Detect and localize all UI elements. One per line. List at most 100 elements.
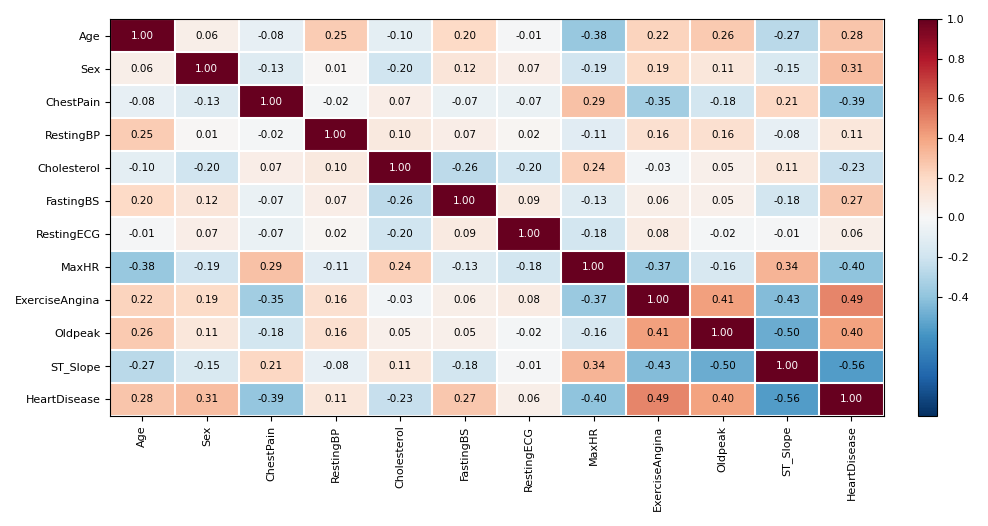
Text: 0.31: 0.31: [840, 64, 864, 74]
Text: 0.05: 0.05: [388, 328, 412, 338]
Text: 0.49: 0.49: [840, 295, 864, 305]
Text: -0.56: -0.56: [838, 361, 864, 371]
Text: 0.12: 0.12: [453, 64, 476, 74]
Text: 0.09: 0.09: [518, 196, 540, 206]
Text: -0.07: -0.07: [516, 97, 542, 107]
Text: -0.13: -0.13: [194, 97, 220, 107]
Text: -0.02: -0.02: [516, 328, 542, 338]
Text: 1.00: 1.00: [711, 328, 734, 338]
Text: -0.43: -0.43: [644, 361, 672, 371]
Text: 0.11: 0.11: [388, 361, 412, 371]
Text: 0.01: 0.01: [324, 64, 347, 74]
Text: -0.03: -0.03: [387, 295, 414, 305]
Text: -0.18: -0.18: [580, 229, 607, 239]
Text: -0.10: -0.10: [129, 163, 156, 173]
Text: 0.24: 0.24: [388, 262, 412, 272]
Text: -0.18: -0.18: [258, 328, 285, 338]
Text: -0.10: -0.10: [387, 31, 414, 41]
Text: 0.05: 0.05: [711, 163, 734, 173]
Text: 0.29: 0.29: [582, 97, 606, 107]
Text: -0.20: -0.20: [387, 64, 414, 74]
Text: -0.02: -0.02: [322, 97, 349, 107]
Text: -0.08: -0.08: [129, 97, 156, 107]
Text: 1.00: 1.00: [388, 163, 412, 173]
Text: 0.28: 0.28: [130, 394, 154, 404]
Text: -0.35: -0.35: [258, 295, 285, 305]
Text: 0.21: 0.21: [260, 361, 283, 371]
Text: -0.27: -0.27: [128, 361, 156, 371]
Text: -0.43: -0.43: [774, 295, 800, 305]
Text: -0.23: -0.23: [386, 394, 414, 404]
Text: -0.02: -0.02: [258, 130, 285, 140]
Text: -0.13: -0.13: [258, 64, 285, 74]
Text: 1.00: 1.00: [196, 64, 218, 74]
Text: 0.25: 0.25: [130, 130, 154, 140]
Text: 1.00: 1.00: [518, 229, 540, 239]
Text: 1.00: 1.00: [324, 130, 347, 140]
Text: 0.11: 0.11: [776, 163, 798, 173]
Text: 0.41: 0.41: [646, 328, 670, 338]
Text: -0.01: -0.01: [129, 229, 156, 239]
Text: 1.00: 1.00: [582, 262, 605, 272]
Text: 0.34: 0.34: [776, 262, 798, 272]
Text: 0.11: 0.11: [711, 64, 734, 74]
Text: 0.22: 0.22: [130, 295, 154, 305]
Text: 0.34: 0.34: [582, 361, 606, 371]
Text: 0.05: 0.05: [711, 196, 734, 206]
Text: -0.50: -0.50: [709, 361, 736, 371]
Text: -0.18: -0.18: [516, 262, 542, 272]
Text: 0.27: 0.27: [840, 196, 864, 206]
Text: -0.07: -0.07: [452, 97, 478, 107]
Text: 0.22: 0.22: [646, 31, 670, 41]
Text: 0.21: 0.21: [776, 97, 798, 107]
Text: 0.10: 0.10: [388, 130, 412, 140]
Text: 0.19: 0.19: [646, 64, 670, 74]
Text: 0.40: 0.40: [711, 394, 734, 404]
Text: 1.00: 1.00: [130, 31, 154, 41]
Text: -0.38: -0.38: [128, 262, 156, 272]
Text: 0.31: 0.31: [196, 394, 218, 404]
Text: -0.19: -0.19: [194, 262, 220, 272]
Text: 0.26: 0.26: [711, 31, 734, 41]
Text: 0.06: 0.06: [840, 229, 863, 239]
Text: -0.38: -0.38: [580, 31, 607, 41]
Text: -0.35: -0.35: [644, 97, 672, 107]
Text: 0.07: 0.07: [453, 130, 476, 140]
Text: 0.11: 0.11: [840, 130, 864, 140]
Text: -0.13: -0.13: [580, 196, 607, 206]
Text: -0.18: -0.18: [709, 97, 736, 107]
Text: -0.37: -0.37: [580, 295, 607, 305]
Text: 1.00: 1.00: [646, 295, 670, 305]
Text: 0.20: 0.20: [130, 196, 154, 206]
Text: 0.28: 0.28: [840, 31, 864, 41]
Text: 0.29: 0.29: [260, 262, 283, 272]
Text: 0.07: 0.07: [324, 196, 347, 206]
Text: -0.08: -0.08: [258, 31, 285, 41]
Text: 0.19: 0.19: [196, 295, 218, 305]
Text: -0.20: -0.20: [194, 163, 220, 173]
Text: -0.19: -0.19: [580, 64, 607, 74]
Text: 0.06: 0.06: [518, 394, 540, 404]
Text: 0.40: 0.40: [840, 328, 863, 338]
Text: -0.39: -0.39: [258, 394, 285, 404]
Text: 0.11: 0.11: [196, 328, 218, 338]
Text: 1.00: 1.00: [260, 97, 283, 107]
Text: 0.06: 0.06: [196, 31, 218, 41]
Text: 0.06: 0.06: [453, 295, 476, 305]
Text: -0.56: -0.56: [774, 394, 800, 404]
Text: 0.08: 0.08: [518, 295, 540, 305]
Text: 0.41: 0.41: [711, 295, 734, 305]
Text: 0.02: 0.02: [324, 229, 347, 239]
Text: -0.16: -0.16: [709, 262, 736, 272]
Text: 0.05: 0.05: [453, 328, 476, 338]
Text: -0.01: -0.01: [774, 229, 800, 239]
Text: -0.07: -0.07: [258, 229, 285, 239]
Text: 0.20: 0.20: [453, 31, 476, 41]
Text: 0.11: 0.11: [324, 394, 348, 404]
Text: -0.13: -0.13: [452, 262, 478, 272]
Text: 0.16: 0.16: [646, 130, 670, 140]
Text: 0.07: 0.07: [388, 97, 412, 107]
Text: -0.07: -0.07: [258, 196, 285, 206]
Text: -0.27: -0.27: [774, 31, 800, 41]
Text: 0.10: 0.10: [324, 163, 347, 173]
